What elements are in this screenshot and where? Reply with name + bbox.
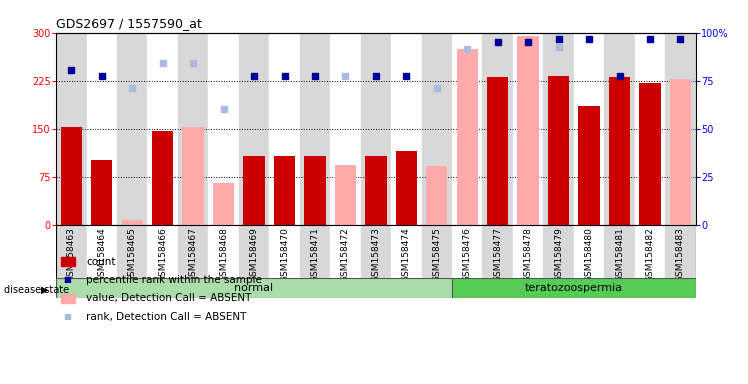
Bar bbox=[452, 278, 696, 298]
Bar bbox=[635, 33, 665, 225]
Text: GSM158473: GSM158473 bbox=[371, 227, 381, 282]
Bar bbox=[452, 33, 482, 225]
Bar bbox=[178, 33, 209, 225]
Bar bbox=[178, 225, 209, 280]
Bar bbox=[147, 225, 178, 280]
Bar bbox=[274, 156, 295, 225]
Bar bbox=[91, 160, 112, 225]
Bar bbox=[513, 225, 543, 280]
Bar bbox=[574, 33, 604, 225]
Bar bbox=[239, 225, 269, 280]
Text: GSM158467: GSM158467 bbox=[188, 227, 197, 282]
Bar bbox=[56, 225, 87, 280]
Bar bbox=[61, 127, 82, 225]
Bar bbox=[548, 76, 569, 225]
Bar bbox=[669, 79, 691, 225]
Text: GSM158470: GSM158470 bbox=[280, 227, 289, 282]
Bar bbox=[269, 225, 300, 280]
Bar bbox=[56, 33, 87, 225]
Text: GSM158463: GSM158463 bbox=[67, 227, 76, 282]
Bar bbox=[518, 36, 539, 225]
Bar bbox=[117, 225, 147, 280]
Bar bbox=[87, 33, 117, 225]
Bar bbox=[56, 278, 452, 298]
Text: GSM158465: GSM158465 bbox=[128, 227, 137, 282]
Bar bbox=[456, 49, 478, 225]
Text: ■: ■ bbox=[64, 275, 71, 285]
Bar bbox=[300, 33, 330, 225]
Text: GSM158482: GSM158482 bbox=[646, 227, 654, 282]
Text: GSM158480: GSM158480 bbox=[584, 227, 594, 282]
Bar bbox=[239, 33, 269, 225]
Bar bbox=[609, 77, 630, 225]
Bar bbox=[87, 225, 117, 280]
Text: GSM158468: GSM158468 bbox=[219, 227, 228, 282]
Bar bbox=[665, 33, 696, 225]
Text: disease state: disease state bbox=[4, 285, 69, 295]
Bar bbox=[578, 106, 600, 225]
Bar bbox=[365, 156, 387, 225]
Text: rank, Detection Call = ABSENT: rank, Detection Call = ABSENT bbox=[86, 312, 246, 322]
Bar bbox=[665, 225, 696, 280]
Text: GSM158478: GSM158478 bbox=[524, 227, 533, 282]
Text: GSM158477: GSM158477 bbox=[493, 227, 502, 282]
Bar bbox=[422, 33, 452, 225]
Text: GSM158474: GSM158474 bbox=[402, 227, 411, 282]
Bar bbox=[426, 166, 447, 225]
Bar bbox=[269, 33, 300, 225]
Bar bbox=[396, 151, 417, 225]
Bar bbox=[304, 156, 325, 225]
Text: GSM158469: GSM158469 bbox=[250, 227, 259, 282]
Bar bbox=[361, 225, 391, 280]
Bar bbox=[243, 156, 265, 225]
Text: GSM158476: GSM158476 bbox=[463, 227, 472, 282]
Bar bbox=[391, 33, 422, 225]
Bar bbox=[183, 127, 203, 225]
Text: GSM158479: GSM158479 bbox=[554, 227, 563, 282]
Text: value, Detection Call = ABSENT: value, Detection Call = ABSENT bbox=[86, 293, 251, 303]
Text: percentile rank within the sample: percentile rank within the sample bbox=[86, 275, 262, 285]
Bar bbox=[487, 77, 509, 225]
Text: GDS2697 / 1557590_at: GDS2697 / 1557590_at bbox=[56, 17, 202, 30]
Bar bbox=[209, 33, 239, 225]
Bar bbox=[604, 33, 635, 225]
Bar bbox=[574, 225, 604, 280]
Bar bbox=[122, 220, 143, 225]
Bar bbox=[543, 225, 574, 280]
Text: ■: ■ bbox=[64, 312, 71, 321]
Text: GSM158466: GSM158466 bbox=[158, 227, 168, 282]
Bar bbox=[361, 33, 391, 225]
Bar bbox=[422, 225, 452, 280]
Bar bbox=[513, 33, 543, 225]
Bar bbox=[482, 225, 513, 280]
Bar bbox=[300, 225, 330, 280]
Text: GSM158464: GSM158464 bbox=[97, 227, 106, 282]
Bar bbox=[152, 131, 174, 225]
Bar bbox=[213, 183, 234, 225]
Text: GSM158471: GSM158471 bbox=[310, 227, 319, 282]
Bar bbox=[147, 33, 178, 225]
Text: teratozoospermia: teratozoospermia bbox=[525, 283, 623, 293]
Text: GSM158472: GSM158472 bbox=[341, 227, 350, 282]
Bar bbox=[391, 225, 422, 280]
Text: GSM158475: GSM158475 bbox=[432, 227, 441, 282]
Bar bbox=[640, 83, 660, 225]
Bar bbox=[335, 165, 356, 225]
Bar bbox=[452, 225, 482, 280]
Bar bbox=[482, 33, 513, 225]
Text: GSM158481: GSM158481 bbox=[615, 227, 624, 282]
Bar bbox=[604, 225, 635, 280]
Bar bbox=[543, 33, 574, 225]
Bar bbox=[330, 33, 361, 225]
Bar bbox=[209, 225, 239, 280]
Bar bbox=[117, 33, 147, 225]
Text: normal: normal bbox=[234, 283, 274, 293]
Text: count: count bbox=[86, 257, 115, 266]
Bar bbox=[635, 225, 665, 280]
Bar bbox=[330, 225, 361, 280]
Text: GSM158483: GSM158483 bbox=[676, 227, 685, 282]
Text: ▶: ▶ bbox=[41, 285, 49, 295]
